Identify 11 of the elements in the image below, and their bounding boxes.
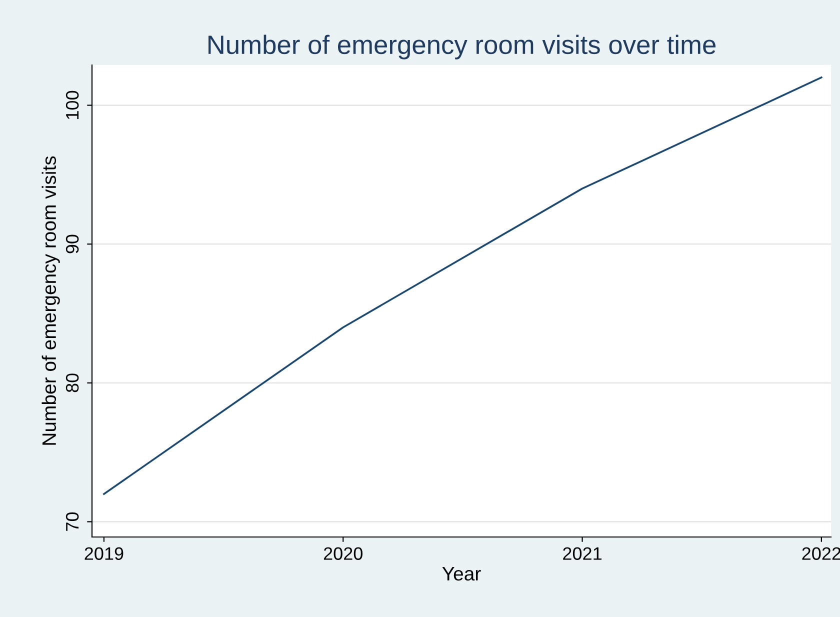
y-tick-label: 100 [66,90,79,119]
x-tick-label: 2021 [563,547,602,560]
line-series [103,76,822,495]
y-tick-label: 90 [66,234,79,254]
y-axis-title: Number of emergency room visits [42,156,60,445]
x-tick-label: 2019 [84,547,124,560]
chart-title: Number of emergency room visits over time [208,34,716,60]
x-tick-label: 2020 [324,547,362,560]
x-axis-title: Year [442,567,481,581]
y-tick-label: 70 [66,512,79,531]
y-tick-label: 80 [66,374,79,392]
